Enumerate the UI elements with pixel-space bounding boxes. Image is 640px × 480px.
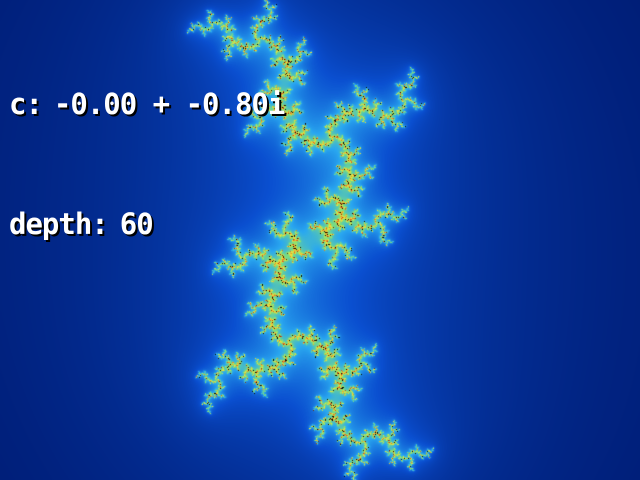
c-value: -0.00 + -0.80i: [53, 87, 285, 121]
c-parameter-readout: c: -0.00 + -0.80i: [9, 84, 285, 124]
depth-label: depth:: [9, 207, 109, 241]
hud-overlay: c: -0.00 + -0.80i depth: 60: [9, 4, 285, 324]
depth-readout: depth: 60: [9, 204, 284, 244]
depth-value: 60: [119, 207, 154, 241]
c-label: c:: [9, 87, 43, 121]
